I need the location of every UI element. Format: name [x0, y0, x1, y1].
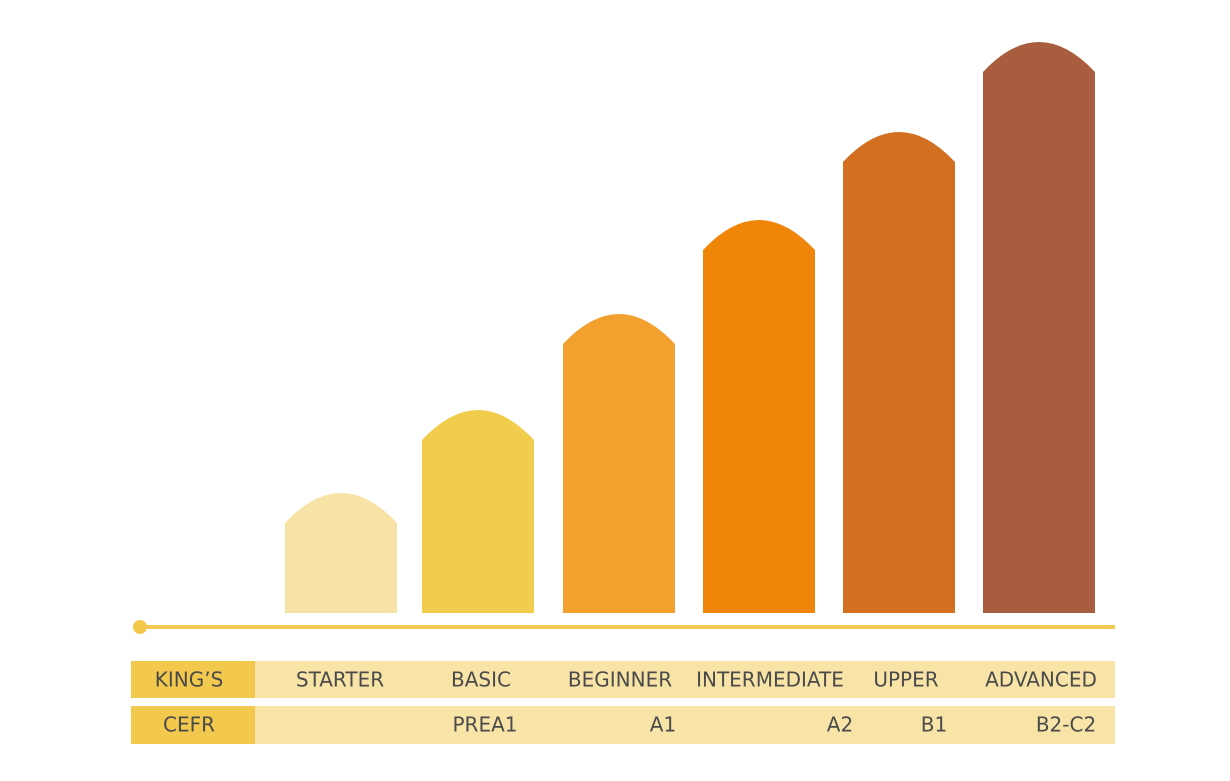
- cefr-level: B2-C2: [1036, 713, 1096, 737]
- row-background: [131, 661, 1115, 698]
- level-name: ADVANCED: [985, 668, 1097, 692]
- bar: [983, 42, 1095, 613]
- level-name: BASIC: [451, 668, 511, 692]
- bar: [843, 132, 955, 613]
- level-name: INTERMEDIATE: [696, 668, 844, 692]
- baseline-dot: [133, 620, 147, 634]
- bars: [285, 42, 1095, 613]
- row-background: [131, 706, 1115, 744]
- level-name: BEGINNER: [568, 668, 672, 692]
- cefr-level: PREA1: [453, 713, 518, 737]
- bar: [563, 314, 675, 613]
- level-name: UPPER: [873, 668, 938, 692]
- level-name: STARTER: [296, 668, 384, 692]
- cefr-level: B1: [921, 713, 947, 737]
- row-label: CEFR: [163, 713, 215, 737]
- row-label-cell: [131, 706, 255, 744]
- bar: [285, 493, 397, 613]
- bar: [703, 220, 815, 613]
- cefr-level: A2: [827, 713, 853, 737]
- row-label-cell: [131, 661, 255, 698]
- bar: [422, 410, 534, 613]
- cefr-level: A1: [650, 713, 676, 737]
- row-label: KING’S: [155, 668, 224, 692]
